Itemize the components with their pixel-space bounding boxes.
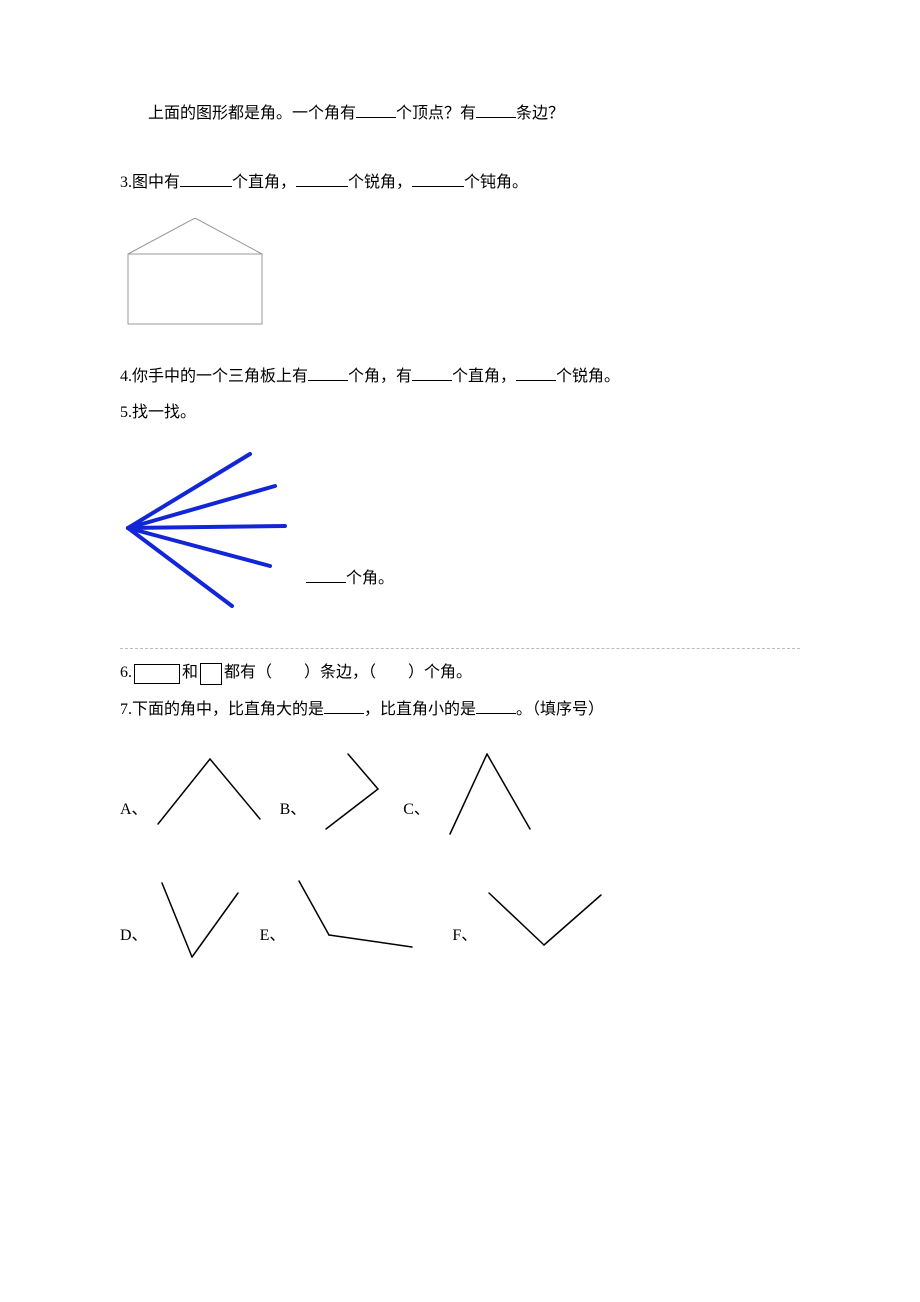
intro-t2: 个顶点？有: [396, 105, 476, 122]
blank: [412, 364, 452, 381]
angle-label-b: B、: [280, 795, 307, 839]
rectangle-icon: [134, 664, 180, 684]
q3-num: 3.: [120, 174, 132, 191]
intro-t3: 条边？: [516, 105, 564, 122]
q4-t3: 个直角，: [452, 368, 516, 385]
q5-line: 5.找一找。: [120, 399, 800, 428]
angles-row-1: A、 B、 C、: [120, 749, 800, 839]
q7-t1: 下面的角中，比直角大的是: [132, 701, 324, 718]
blank: [306, 566, 346, 583]
angle-item-a: A、: [120, 749, 270, 839]
angle-a-diagram: [150, 749, 270, 839]
q5-num: 5.: [120, 404, 132, 421]
angle-item-c: C、: [403, 749, 542, 839]
q6-line: 6. 和 都有（ ）条边，（ ）个角。: [120, 659, 800, 688]
square-icon: [200, 663, 222, 685]
angle-item-f: F、: [452, 875, 614, 965]
intro-line: 上面的图形都是角。一个角有 个顶点？有 条边？: [148, 100, 800, 129]
angles-row-2: D、 E、 F、: [120, 875, 800, 965]
q4-t1: 你手中的一个三角板上有: [132, 368, 308, 385]
blank: [476, 101, 516, 118]
q5-answer: 个角。: [306, 564, 394, 588]
blank: [180, 170, 232, 187]
angle-f-diagram: [479, 875, 614, 965]
q4-line: 4.你手中的一个三角板上有 个角，有 个直角， 个锐角。: [120, 363, 800, 392]
angle-c-diagram: [432, 749, 542, 839]
q5-suffix: 个角。: [346, 570, 394, 587]
angle-label-d: D、: [120, 921, 148, 965]
q5-title: 找一找。: [132, 404, 196, 421]
angle-item-d: D、: [120, 875, 250, 965]
q6-t2: 都有（ ）条边，（ ）个角。: [224, 664, 472, 681]
fan-rays-diagram: [120, 448, 300, 618]
angle-e-diagram: [287, 875, 422, 965]
q3-t3: 个锐角，: [348, 174, 412, 191]
q5-figure: 个角。: [120, 448, 800, 618]
q4-num: 4.: [120, 368, 132, 385]
q3-t1: 图中有: [132, 174, 180, 191]
angle-b-diagram: [308, 749, 393, 839]
q3-t4: 个钝角。: [464, 174, 528, 191]
q7-t2: ，比直角小的是: [364, 701, 476, 718]
q7-t3: 。（填序号）: [516, 701, 604, 718]
q4-t2: 个角，有: [348, 368, 412, 385]
q7-num: 7.: [120, 701, 132, 718]
q4-t4: 个锐角。: [556, 368, 620, 385]
blank: [516, 364, 556, 381]
q3-t2: 个直角，: [232, 174, 296, 191]
q3-line: 3.图中有 个直角， 个锐角， 个钝角。: [120, 169, 800, 198]
angle-label-e: E、: [260, 921, 286, 965]
q6-t1: 和: [182, 664, 198, 681]
angle-label-a: A、: [120, 795, 148, 839]
q6-num: 6.: [120, 664, 132, 681]
blank: [476, 697, 516, 714]
q7-line: 7.下面的角中，比直角大的是 ，比直角小的是 。（填序号）: [120, 696, 800, 725]
angle-label-f: F、: [452, 921, 477, 965]
blank: [324, 697, 364, 714]
blank: [412, 170, 464, 187]
worksheet-page: 上面的图形都是角。一个角有个顶点？有条边？ 3.图中有个直角，个锐角，个钝角。 …: [0, 0, 920, 1035]
blank: [356, 101, 396, 118]
house-diagram: [120, 218, 270, 328]
blank: [296, 170, 348, 187]
angle-label-c: C、: [403, 795, 430, 839]
angle-d-diagram: [150, 875, 250, 965]
angle-item-e: E、: [260, 875, 423, 965]
angle-item-b: B、: [280, 749, 394, 839]
intro-t1: 上面的图形都是角。一个角有: [148, 105, 356, 122]
separator: [120, 648, 800, 649]
q3-figure: [120, 218, 800, 333]
blank: [308, 364, 348, 381]
